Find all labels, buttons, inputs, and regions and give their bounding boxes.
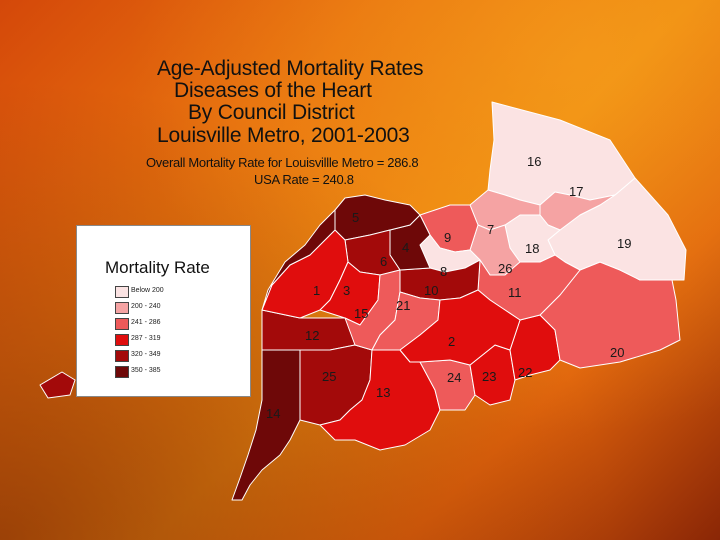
district-14[interactable] xyxy=(231,349,301,501)
district-label-11: 11 xyxy=(508,285,522,300)
legend-swatch xyxy=(115,366,129,378)
river-island xyxy=(39,371,76,399)
district-label-3: 3 xyxy=(343,283,350,298)
district-2[interactable] xyxy=(399,289,521,366)
district-label-12: 12 xyxy=(305,328,319,343)
district-label-26: 26 xyxy=(498,261,512,276)
district-label-20: 20 xyxy=(610,345,624,360)
title-line-1: Age-Adjusted Mortality Rates xyxy=(157,57,424,80)
district-5-river-strip xyxy=(261,209,336,311)
usa-rate-text: USA Rate = 240.8 xyxy=(254,172,354,187)
legend: Mortality Rate Below 200 200 - 240 241 -… xyxy=(76,225,251,397)
district-label-13: 13 xyxy=(376,385,390,400)
district-label-1: 1 xyxy=(313,283,320,298)
district-label-23: 23 xyxy=(482,369,496,384)
district-label-21: 21 xyxy=(396,298,410,313)
legend-item: 200 - 240 xyxy=(115,302,245,314)
legend-swatch xyxy=(115,318,129,330)
district-16[interactable] xyxy=(487,101,636,206)
district-label-18: 18 xyxy=(525,241,539,256)
district-label-10: 10 xyxy=(424,283,438,298)
district-label-6: 6 xyxy=(380,254,387,269)
district-label-15: 15 xyxy=(354,306,368,321)
legend-title: Mortality Rate xyxy=(105,258,210,277)
district-label-8: 8 xyxy=(440,264,447,279)
legend-item: 320 - 349 xyxy=(115,350,245,362)
district-label-22: 22 xyxy=(518,365,532,380)
district-label-17: 17 xyxy=(569,184,583,199)
district-label-2: 2 xyxy=(448,334,455,349)
legend-label: Below 200 xyxy=(131,287,164,294)
legend-label: 287 - 319 xyxy=(131,335,161,342)
overall-rate-text: Overall Mortality Rate for Louisvillle M… xyxy=(146,155,419,170)
district-label-5: 5 xyxy=(352,210,359,225)
legend-item: Below 200 xyxy=(115,286,245,298)
district-label-24: 24 xyxy=(447,370,461,385)
title-line-2: Diseases of the Heart xyxy=(174,79,372,102)
district-label-16: 16 xyxy=(527,154,541,169)
legend-item: 350 - 385 xyxy=(115,366,245,378)
district-label-9: 9 xyxy=(444,230,451,245)
legend-label: 350 - 385 xyxy=(131,367,161,374)
district-label-14: 14 xyxy=(266,406,280,421)
legend-label: 200 - 240 xyxy=(131,303,161,310)
legend-item: 287 - 319 xyxy=(115,334,245,346)
legend-label: 320 - 349 xyxy=(131,351,161,358)
legend-swatch xyxy=(115,302,129,314)
title-line-4: Louisville Metro, 2001-2003 xyxy=(157,124,410,147)
legend-label: 241 - 286 xyxy=(131,319,161,326)
legend-item: 241 - 286 xyxy=(115,318,245,330)
district-label-4: 4 xyxy=(402,240,409,255)
legend-swatch xyxy=(115,350,129,362)
district-label-25: 25 xyxy=(322,369,336,384)
legend-swatch xyxy=(115,286,129,298)
district-label-19: 19 xyxy=(617,236,631,251)
district-label-7: 7 xyxy=(487,222,494,237)
legend-swatch xyxy=(115,334,129,346)
title-line-3: By Council District xyxy=(188,101,355,124)
